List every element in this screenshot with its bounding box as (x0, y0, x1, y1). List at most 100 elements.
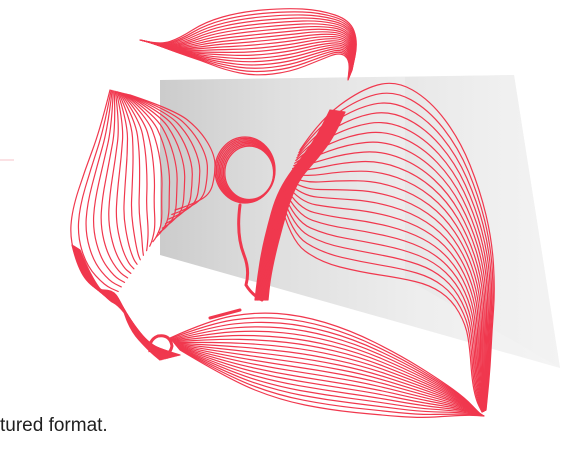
contour-line (179, 349, 485, 418)
contour-line (256, 109, 333, 301)
contour-line (148, 41, 351, 80)
contour-line (171, 326, 482, 415)
contour-line (257, 109, 335, 301)
contour-line (264, 110, 342, 301)
contour-line (289, 170, 485, 412)
contour-strand-center-descent (254, 109, 346, 301)
contour-line (78, 248, 178, 357)
contour-line (145, 38, 353, 77)
contour-line (267, 111, 346, 301)
contour-line (177, 347, 484, 417)
contour-line (174, 343, 483, 416)
contour-line (139, 11, 357, 72)
contour-line (76, 247, 175, 358)
contour-lines (70, 8, 495, 418)
contour-line (178, 348, 485, 417)
contour-line (147, 41, 352, 79)
contour-line (100, 90, 129, 279)
contour-line (92, 90, 126, 283)
contour-line (115, 91, 135, 270)
contour-line (146, 40, 352, 78)
contour-line (175, 345, 484, 416)
contour-line (255, 109, 332, 301)
contour-line (146, 40, 352, 78)
contour-line (294, 131, 489, 412)
contour-line (262, 110, 341, 301)
contour-line (177, 346, 484, 417)
contour-line (286, 181, 485, 412)
contour-line (77, 248, 177, 357)
contour-line (297, 102, 493, 411)
contour-line (176, 345, 484, 416)
contour-line (299, 82, 495, 411)
contour-strand-right-loop (279, 82, 495, 413)
contour-line (263, 110, 341, 301)
contour-line (143, 28, 355, 75)
contour-line (279, 199, 483, 413)
contour-line (144, 33, 354, 76)
contour-line (122, 92, 163, 243)
contour-line (255, 109, 333, 301)
contour-line (127, 93, 201, 220)
contour-line (147, 41, 351, 79)
contour-line (280, 196, 483, 413)
contour-line (171, 330, 482, 415)
contour-line (292, 151, 486, 412)
contour-line (260, 110, 338, 301)
contour-line (172, 334, 482, 416)
contour-line (78, 248, 179, 357)
contour-line (75, 247, 172, 358)
contour-line (169, 317, 481, 415)
contour-line (143, 31, 354, 75)
contour-line (178, 348, 485, 417)
contour-line (139, 8, 357, 71)
contour-line (295, 121, 490, 411)
contour-line (140, 14, 357, 72)
contour-line (117, 91, 141, 261)
contour-line (149, 41, 350, 81)
contour-hook (237, 203, 264, 302)
contour-line (116, 91, 138, 265)
contour-ring (214, 136, 276, 204)
contour-line (296, 112, 492, 411)
contour-line (264, 111, 343, 301)
contour-strand-left-descent (71, 244, 181, 361)
contour-line (173, 341, 483, 416)
contour-line (265, 111, 344, 301)
contour-line (254, 109, 331, 301)
contour-line (119, 92, 149, 252)
contour-curl (148, 334, 174, 358)
contour-line (123, 92, 171, 238)
contour-line (142, 25, 355, 74)
contour-line (282, 191, 484, 413)
contour-line (79, 249, 180, 356)
contour-line (176, 346, 484, 417)
contour-line (288, 175, 485, 412)
contour-line (266, 111, 344, 301)
contour-line (108, 90, 132, 274)
contour-line (291, 160, 485, 412)
ring-line (224, 145, 275, 201)
contour-line (76, 247, 173, 358)
contour-tick (208, 308, 242, 320)
contour-line (259, 110, 337, 301)
contour-line (283, 188, 484, 413)
contour-line (261, 110, 339, 301)
caption-fragment: tured format. (0, 415, 108, 436)
contour-line (145, 40, 353, 77)
contour-line (141, 20, 356, 73)
contour-line (79, 249, 181, 356)
contour-line (77, 89, 119, 293)
contour-line (76, 247, 174, 358)
contour-strand-top-ribbon (139, 8, 357, 81)
contour-line (174, 343, 483, 416)
contour-line (173, 342, 483, 416)
contour-strand-bottom-ribbon (169, 312, 485, 418)
contour-line (148, 41, 351, 81)
contour-line (118, 91, 144, 256)
contour-line (85, 89, 122, 288)
contour-line (258, 110, 336, 301)
contour-line (261, 110, 340, 301)
